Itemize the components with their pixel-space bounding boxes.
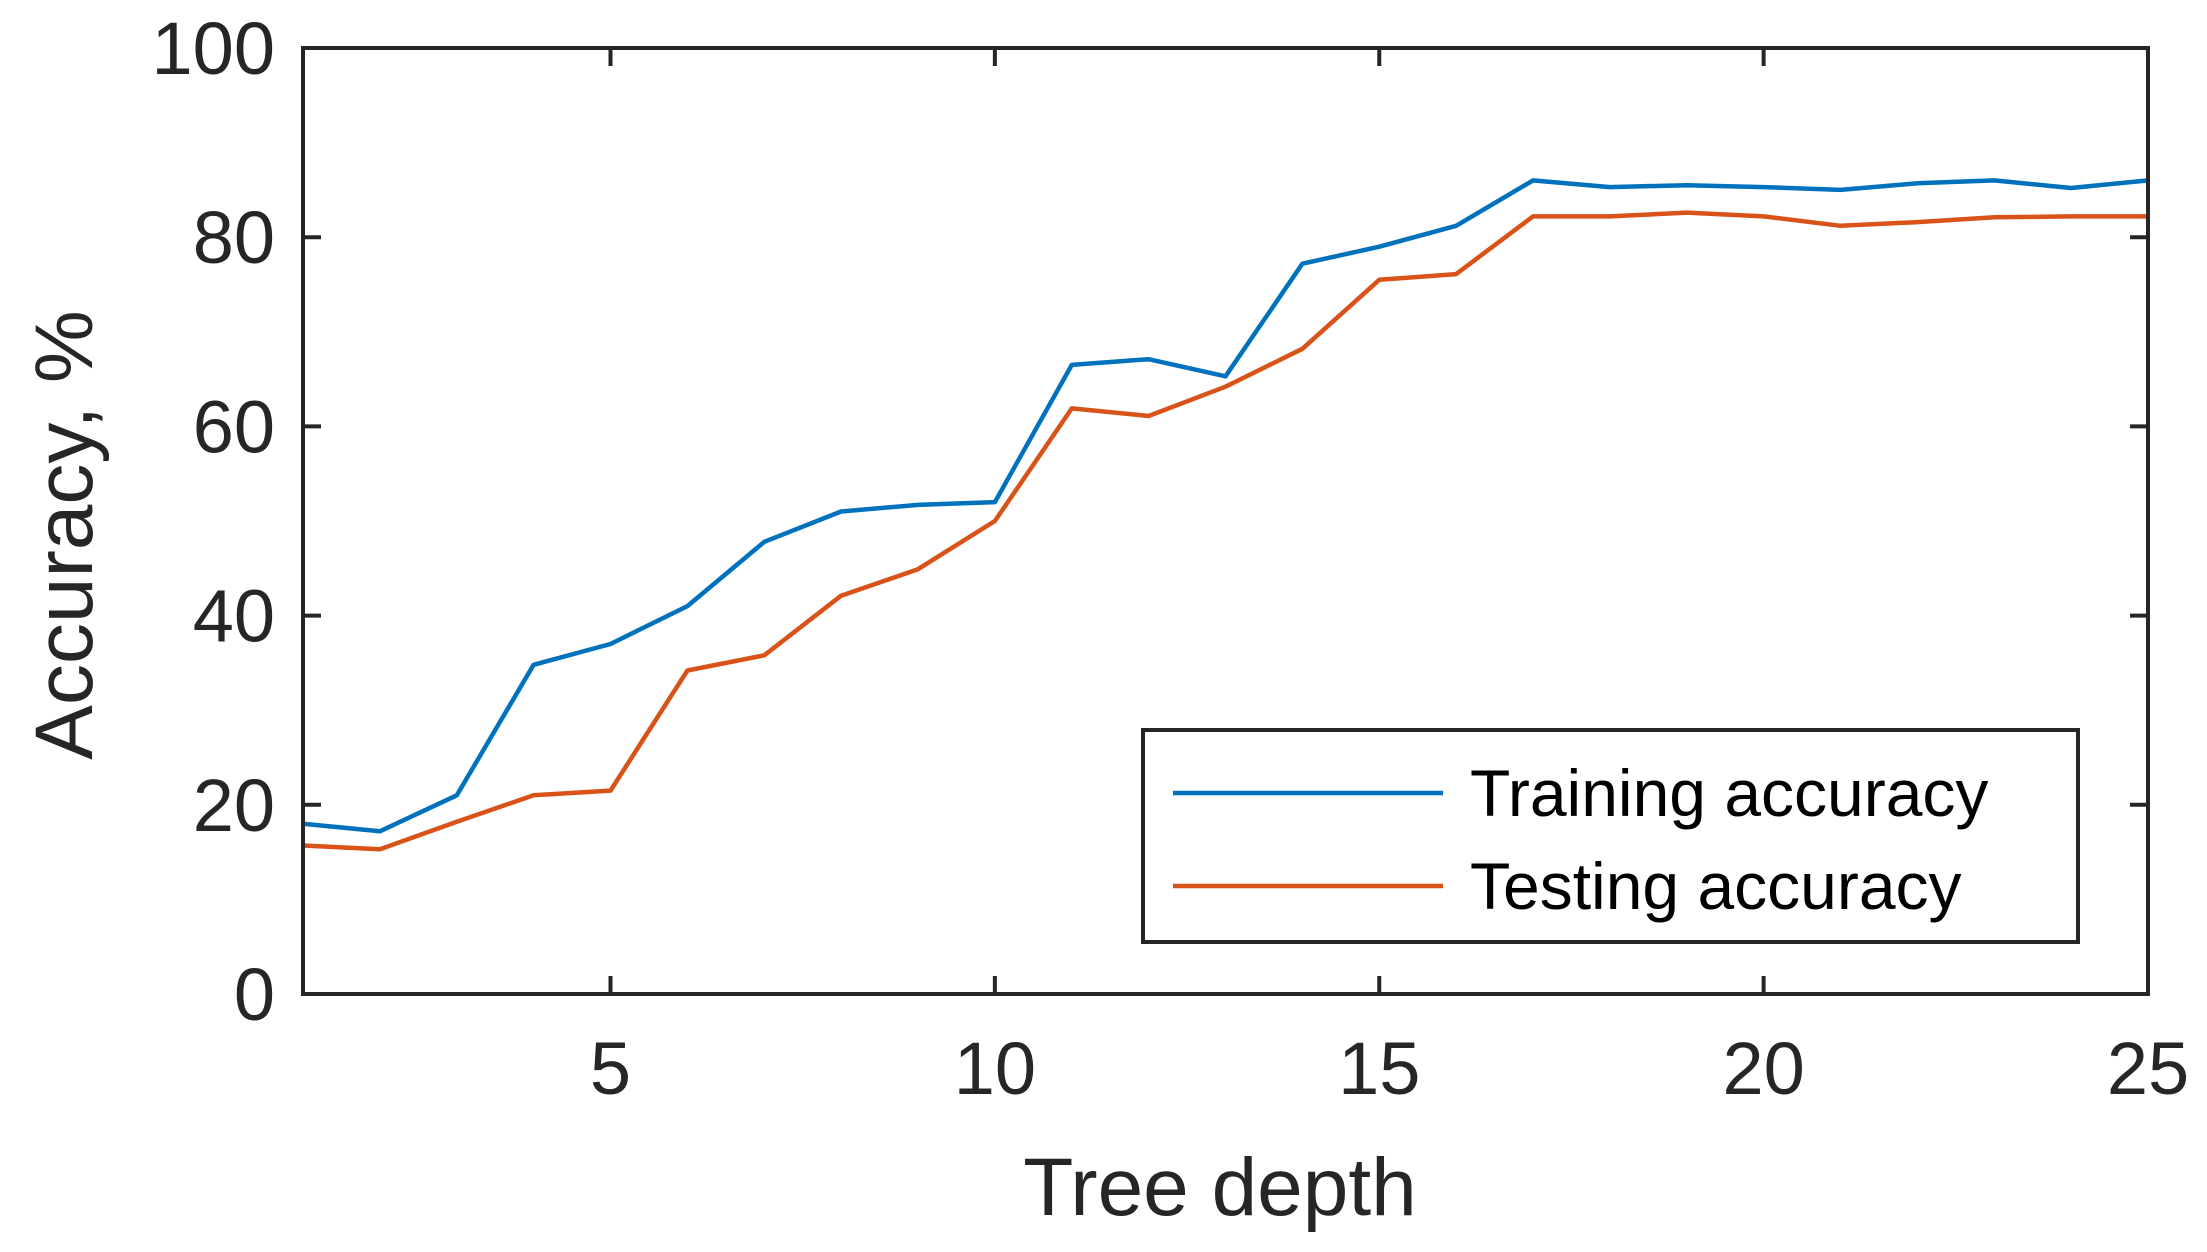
x-tick-label: 5 (590, 1027, 631, 1110)
y-tick-label: 40 (193, 575, 275, 658)
x-tick-label: 15 (1338, 1027, 1420, 1110)
y-tick-label: 60 (193, 385, 275, 468)
x-tick-label: 20 (1722, 1027, 1804, 1110)
legend-label-2: Testing accuracy (1470, 849, 1962, 923)
series-line-1 (302, 178, 2149, 834)
x-axis-title: Tree depth (1023, 1142, 1417, 1233)
axes: 5 10 15 20 25 0 20 40 60 80 100 (152, 7, 2190, 1110)
series-line-2 (302, 210, 2148, 852)
legend: Training accuracy Testing accuracy (1141, 728, 2080, 944)
x-tick-label: 25 (2107, 1027, 2189, 1110)
axes-box (301, 46, 2150, 996)
legend-label-1: Training accuracy (1470, 756, 1988, 830)
y-tick-label: 100 (152, 7, 275, 90)
y-tick-label: 80 (193, 196, 275, 279)
y-axis-title: Accuracy, % (19, 310, 110, 760)
y-tick-label: 0 (234, 953, 275, 1036)
legend-box (1141, 728, 2080, 944)
plot-area (302, 178, 2149, 852)
y-tick-label: 20 (193, 764, 275, 847)
x-tick-label: 10 (954, 1027, 1036, 1110)
